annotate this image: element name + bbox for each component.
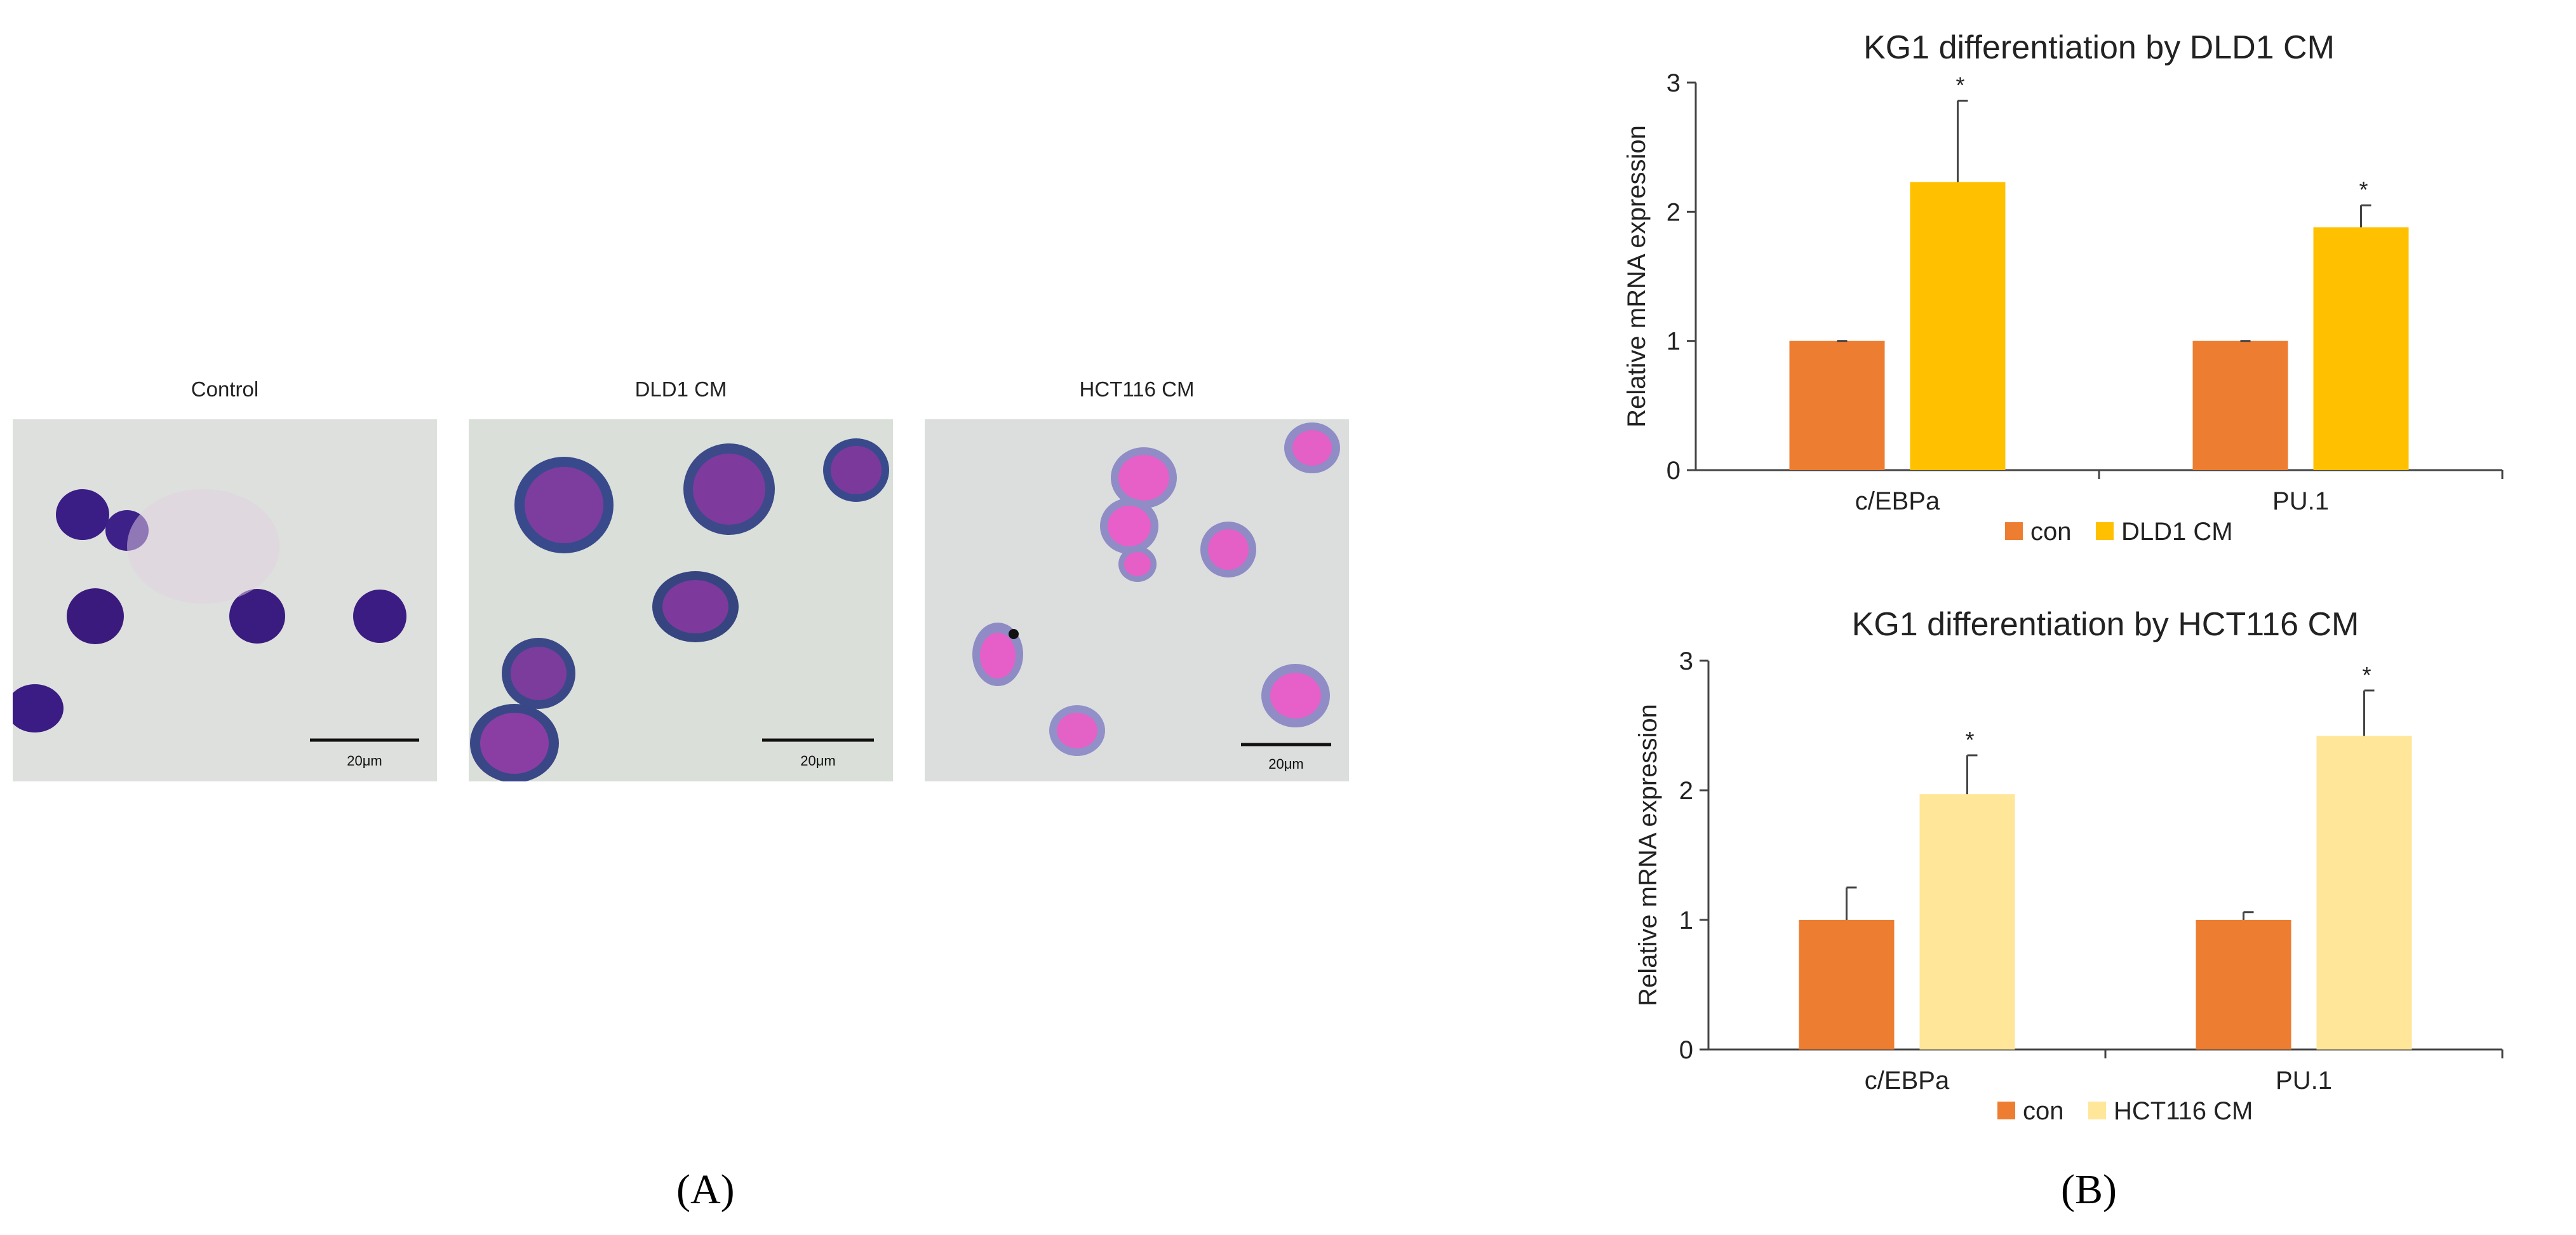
bar-con-pu1 [2192, 341, 2288, 470]
y-tick-label: 0 [1667, 457, 1680, 485]
chart-title: KG1 differentiation by DLD1 CM [1863, 29, 2335, 66]
x-tick-label: PU.1 [2272, 487, 2329, 515]
legend-label: DLD1 CM [2121, 518, 2233, 546]
significance-star: * [2362, 662, 2371, 688]
chart-title: KG1 differentiation by HCT116 CM [1852, 606, 2359, 643]
y-tick-label: 3 [1679, 647, 1693, 675]
micrograph-control: Control 20μm [13, 375, 437, 788]
micrograph-dld1: DLD1 CM 20μm [469, 375, 893, 788]
micrograph-title: Control [191, 377, 259, 401]
y-axis-label: Relative mRNA expression [1634, 704, 1662, 1006]
micrograph-hct116: HCT116 CM 20μm [925, 375, 1349, 788]
bar-con-cebpa [1799, 920, 1895, 1049]
bar-con-pu1 [2196, 920, 2291, 1049]
panel-b-caption: (B) [2061, 1166, 2117, 1213]
legend-swatch [2005, 522, 2023, 540]
micrograph-title: DLD1 CM [634, 377, 727, 401]
significance-star: * [1965, 727, 1974, 753]
micrograph-image: 20μm [925, 419, 1349, 781]
legend-label: HCT116 CM [2114, 1097, 2253, 1125]
panel-a-caption: (A) [676, 1166, 735, 1213]
bar-chart-hct116: KG1 differentiation by HCT116 CM Relative… [1634, 606, 2504, 1125]
y-tick-label: 1 [1667, 328, 1680, 356]
micrograph-image: 20μm [13, 419, 437, 781]
bar-dld1-cm-cebpa [1910, 182, 2006, 470]
y-tick-label: 2 [1667, 198, 1680, 226]
x-tick-label: c/EBPa [1855, 487, 1940, 515]
y-axis-label: Relative mRNA expression [1623, 125, 1651, 428]
legend-label: con [2023, 1097, 2064, 1125]
significance-star: * [1955, 72, 1964, 98]
scale-bar-label: 20μm [1268, 756, 1303, 772]
y-tick-label: 1 [1679, 907, 1693, 935]
bar-hct116-cm-pu1 [2316, 736, 2412, 1049]
legend-label: con [2030, 518, 2072, 546]
y-tick-label: 0 [1679, 1036, 1693, 1064]
significance-star: * [2359, 177, 2368, 203]
micrograph-image: 20μm [469, 419, 893, 781]
micrograph-title: HCT116 CM [1079, 377, 1195, 401]
bar-con-cebpa [1789, 341, 1885, 470]
bar-dld1-cm-pu1 [2313, 227, 2409, 470]
bar-hct116-cm-cebpa [1919, 794, 2015, 1049]
scale-bar-label: 20μm [347, 753, 382, 769]
y-tick-label: 3 [1667, 69, 1680, 97]
legend-swatch [1997, 1102, 2015, 1119]
x-tick-label: c/EBPa [1865, 1067, 1950, 1095]
bar-chart-dld1: KG1 differentiation by DLD1 CM Relative m… [1623, 29, 2504, 546]
legend-swatch [2096, 522, 2114, 540]
x-tick-label: PU.1 [2276, 1067, 2332, 1095]
scale-bar-label: 20μm [800, 753, 835, 769]
legend-swatch [2088, 1102, 2106, 1119]
y-tick-label: 2 [1679, 777, 1693, 805]
